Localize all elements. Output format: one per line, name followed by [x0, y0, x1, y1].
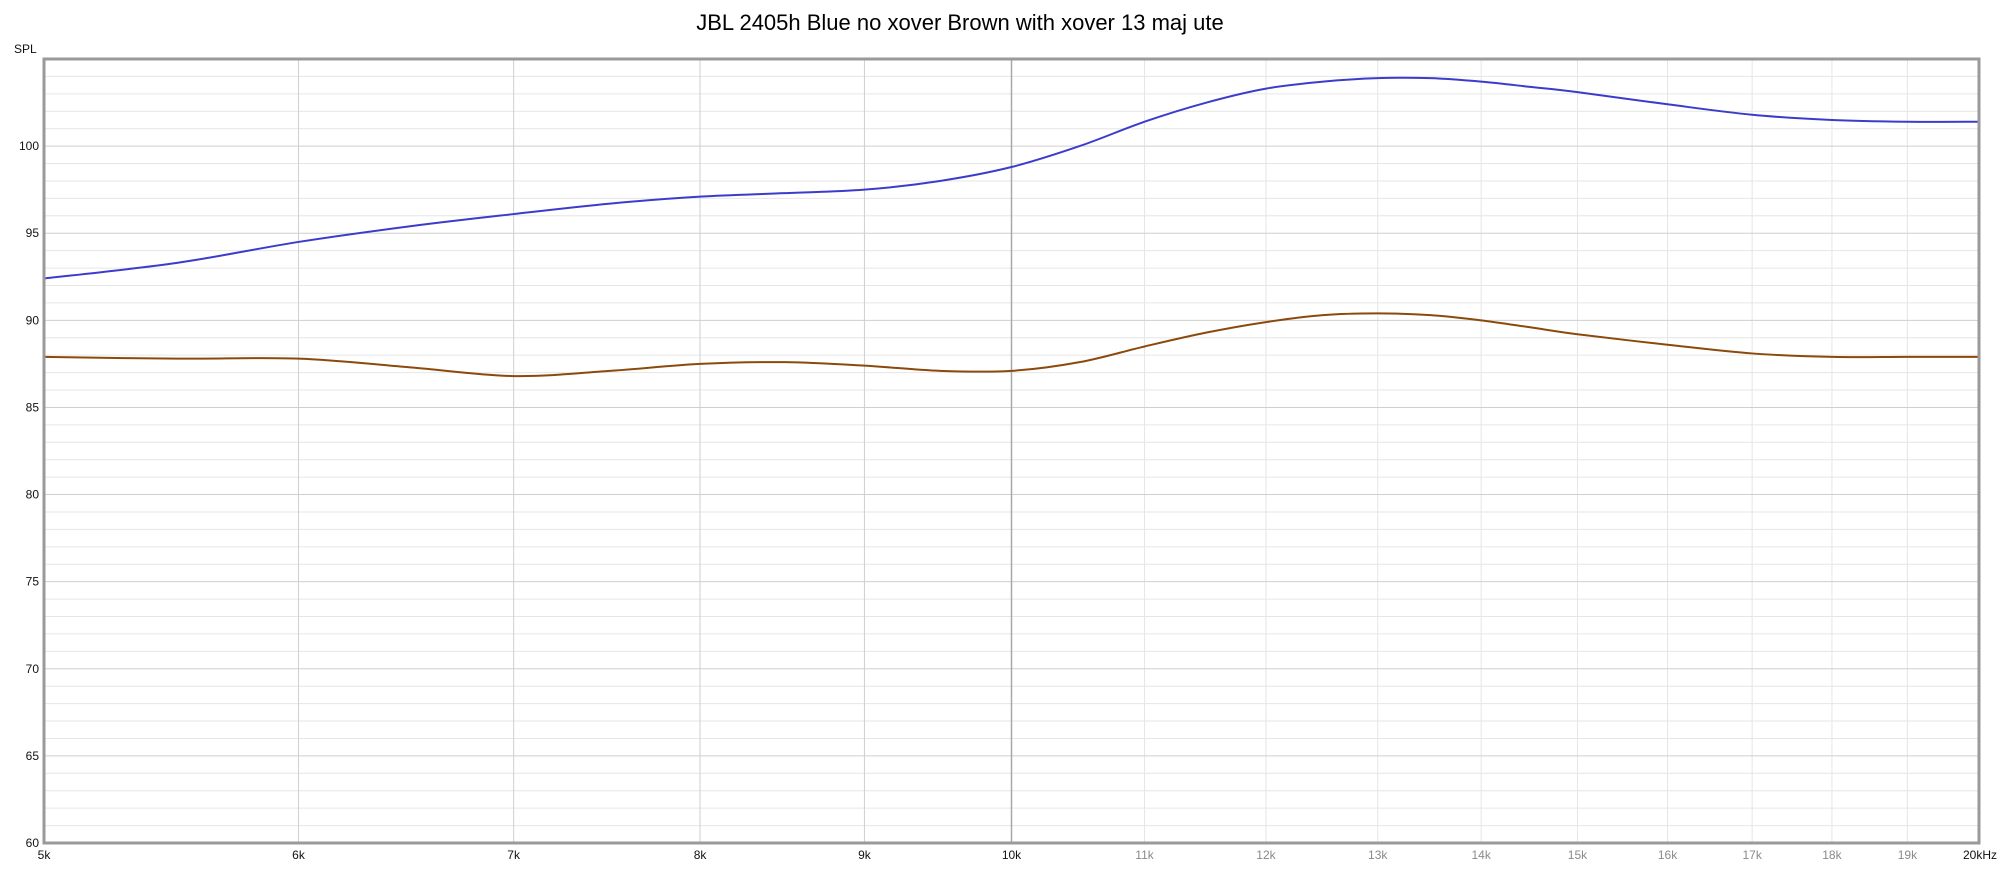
- y-tick-label: 70: [26, 662, 40, 676]
- y-tick-label: 85: [26, 400, 40, 414]
- y-tick-label: 95: [26, 226, 40, 240]
- x-tick-label: 13k: [1368, 848, 1388, 862]
- x-tick-label: 20kHz: [1963, 848, 1997, 862]
- x-tick-label: 10k: [1002, 848, 1022, 862]
- x-tick-label: 16k: [1658, 848, 1678, 862]
- y-tick-label: 90: [26, 313, 40, 327]
- x-tick-label: 15k: [1568, 848, 1588, 862]
- x-tick-label: 9k: [858, 848, 872, 862]
- x-tick-label: 17k: [1742, 848, 1762, 862]
- x-tick-label: 18k: [1822, 848, 1842, 862]
- x-tick-label: 7k: [507, 848, 521, 862]
- x-tick-label: 5k: [38, 848, 52, 862]
- y-tick-label: 75: [26, 575, 40, 589]
- x-tick-label: 19k: [1898, 848, 1918, 862]
- x-tick-label: 6k: [292, 848, 306, 862]
- chart-title: JBL 2405h Blue no xover Brown with xover…: [696, 10, 1223, 35]
- plot-frame: [42, 57, 1981, 845]
- y-tick-label: 100: [19, 139, 39, 153]
- y-tick-label: 80: [26, 488, 40, 502]
- series-line-2: [43, 312, 1979, 378]
- series-line-1: [43, 76, 1980, 280]
- x-tick-label: 12k: [1256, 848, 1276, 862]
- x-tick-label: 8k: [694, 848, 708, 862]
- y-axis-label: SPL: [14, 42, 37, 56]
- x-tick-label: 14k: [1471, 848, 1491, 862]
- y-tick-label: 65: [26, 749, 40, 763]
- y-tick-label: 60: [26, 836, 40, 850]
- x-tick-label: 11k: [1135, 848, 1154, 862]
